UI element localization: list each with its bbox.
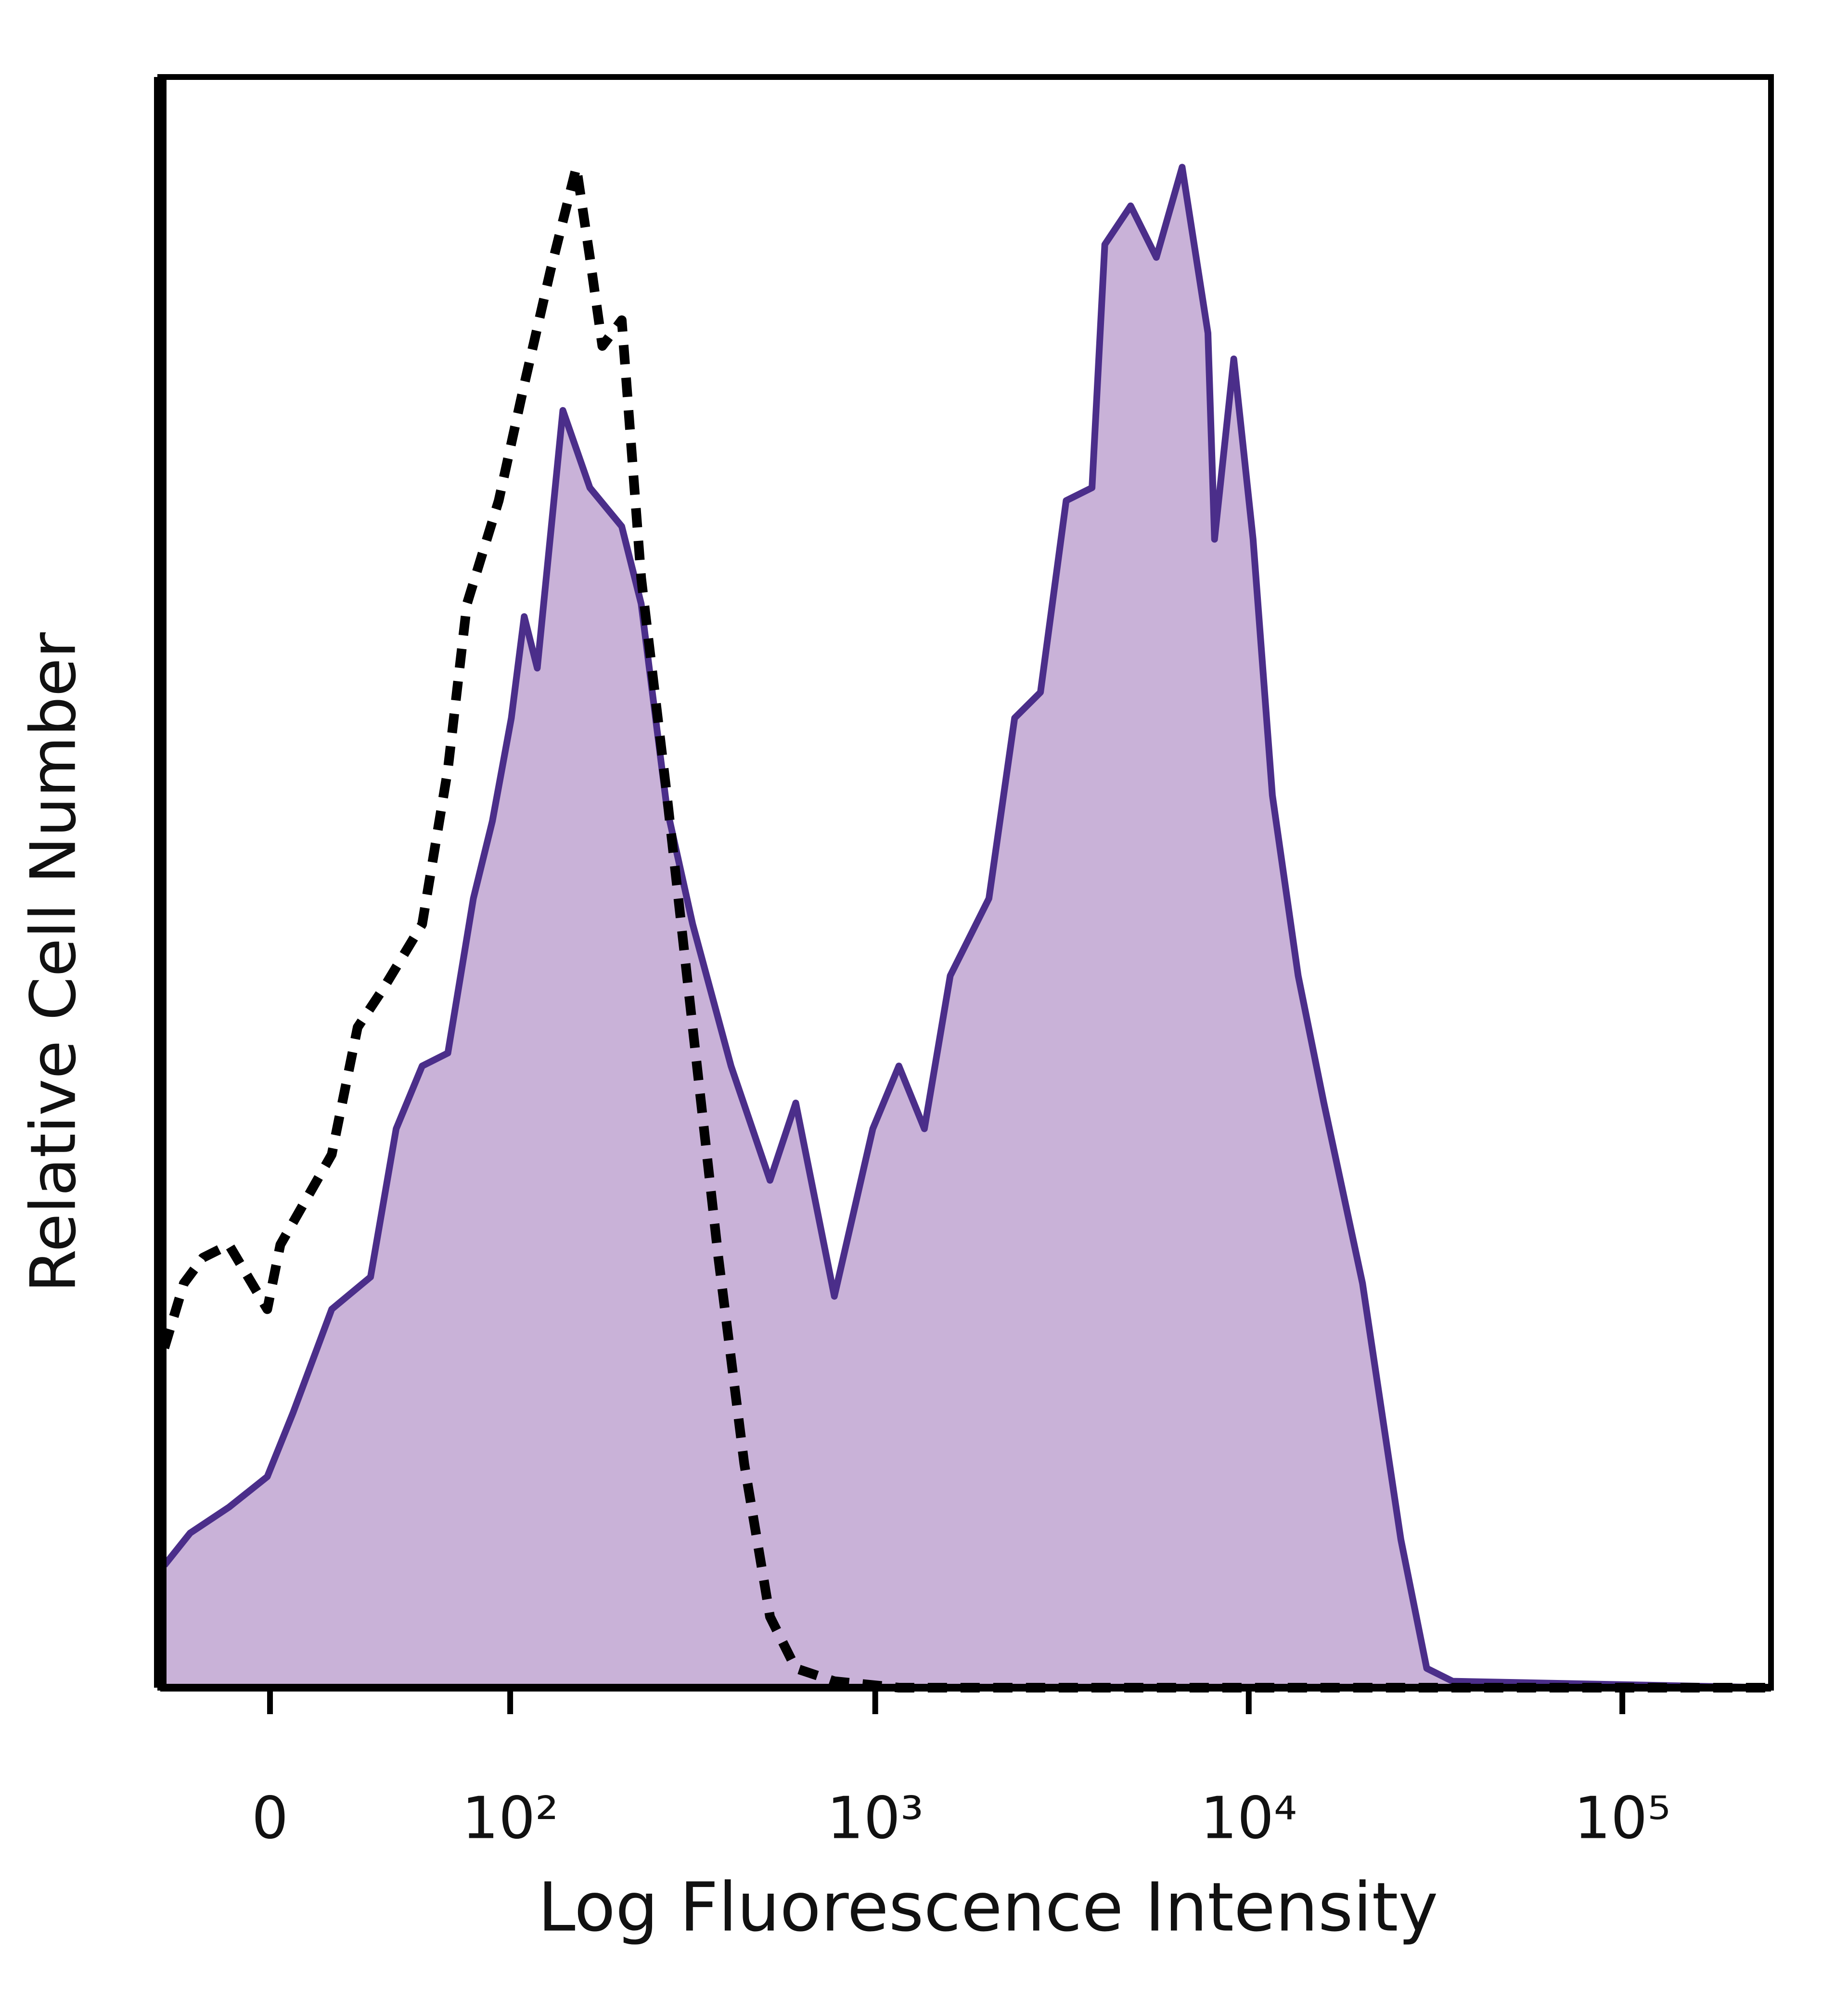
x-tick-label: 10⁵ xyxy=(1574,1785,1671,1852)
y-axis-label: Relative Cell Number xyxy=(17,632,90,1293)
x-tick-label: 0 xyxy=(252,1785,288,1852)
x-axis-label: Log Fluorescence Intensity xyxy=(538,1869,1438,1947)
x-tick-label: 10² xyxy=(462,1785,559,1852)
x-tick-label: 10³ xyxy=(827,1785,924,1852)
x-tick-label: 10⁴ xyxy=(1200,1785,1297,1852)
line xyxy=(162,164,1771,1691)
line xyxy=(160,162,1771,1692)
area xyxy=(164,167,1771,1688)
